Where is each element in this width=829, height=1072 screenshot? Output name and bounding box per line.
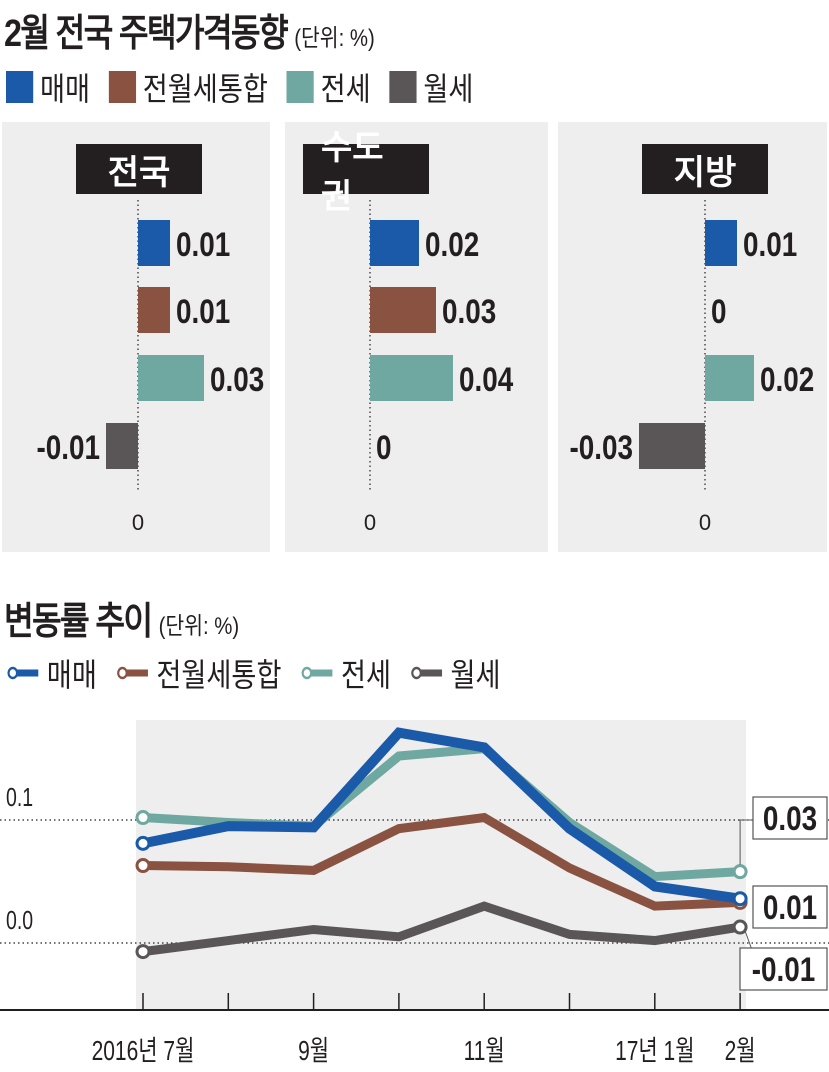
series-line-전월세통합 — [142, 812, 741, 911]
swatch-icon — [389, 71, 417, 103]
bar-value-label: 0 — [376, 428, 392, 466]
legend-item: 월세 — [389, 64, 473, 110]
x-tick-label: 2016년 7월 — [92, 1035, 195, 1067]
line-marker-icon — [411, 666, 443, 680]
series-endpoint — [732, 919, 748, 935]
end-value-box — [739, 947, 828, 991]
bar — [370, 287, 436, 333]
series-line-매매 — [142, 727, 741, 904]
legend-item: 매매 — [6, 650, 97, 696]
panel-title: 지방 — [642, 144, 768, 194]
leader-line — [739, 819, 753, 865]
bar-value-label: 0.04 — [459, 360, 514, 398]
bar-value-label: 0.03 — [442, 292, 496, 330]
bar — [370, 355, 453, 401]
zero-label: 0 — [699, 510, 711, 535]
end-value-label: 0.01 — [763, 888, 817, 926]
swatch-icon — [6, 71, 34, 103]
series-line-월세 — [142, 901, 741, 957]
zero-label: 0 — [364, 510, 376, 535]
bar-value-label: 0.01 — [743, 225, 797, 263]
legend-item: 매매 — [6, 64, 90, 110]
bar-value-label: 0.02 — [760, 360, 814, 398]
line-marker-icon — [117, 666, 148, 680]
panel-provinces: 지방 — [558, 122, 827, 552]
bar — [138, 355, 204, 401]
bar-value-label: -0.01 — [36, 428, 100, 466]
end-value-label: -0.01 — [752, 950, 816, 988]
series-endpoint — [135, 858, 151, 874]
bar-value-label: 0 — [711, 292, 727, 330]
legend-item: 전월세통합 — [116, 650, 281, 696]
end-value-label: 0.03 — [763, 799, 817, 837]
bar — [705, 220, 737, 266]
bar-charts: 0 0.01 0.01 0.03 -0.01 0 0.02 0.03 0.04 0 0 0.01 0 0.… — [36, 200, 814, 535]
bar-legend: 매매 전월세통합 전세 월세 — [6, 64, 473, 110]
bar-value-label: 0.02 — [425, 225, 479, 263]
y-tick-label: 0.1 — [6, 782, 33, 811]
legend-item: 전월세통합 — [108, 64, 268, 110]
line-marker-icon — [7, 666, 39, 680]
panel-national: 전국 — [2, 122, 270, 552]
line-legend: 매매 전월세통합 전세 월세 — [6, 650, 501, 696]
bar — [370, 220, 419, 266]
end-value-box — [752, 796, 828, 840]
series-endpoint — [135, 835, 151, 851]
panel-capital: 수도권 — [285, 122, 548, 552]
legend-item: 전세 — [286, 64, 371, 110]
line-title: 변동률 추이 (단위: %) — [4, 601, 240, 643]
end-value-box — [752, 885, 828, 929]
zero-label: 0 — [132, 510, 144, 535]
bar — [705, 355, 754, 401]
y-tick-label: 0.0 — [6, 905, 33, 934]
x-tick-label: 9월 — [298, 1036, 329, 1067]
swatch-icon — [286, 71, 314, 103]
bar — [639, 423, 705, 469]
series-endpoint — [732, 864, 748, 880]
legend-item: 전세 — [300, 650, 391, 696]
leader-line — [744, 930, 753, 951]
legend-item: 월세 — [410, 650, 501, 696]
bar-value-label: -0.03 — [569, 428, 633, 466]
series-endpoint — [135, 810, 151, 826]
bar-value-label: 0.01 — [176, 292, 230, 330]
x-tick-label: 11월 — [464, 1036, 505, 1067]
series-endpoint — [135, 944, 151, 960]
bar-value-label: 0.01 — [176, 225, 230, 263]
line-marker-icon — [301, 666, 333, 680]
x-tick-label: 2월 — [725, 1036, 756, 1067]
x-tick-label: 17년 1월 — [615, 1035, 694, 1067]
bar — [138, 287, 170, 333]
panel-title: 전국 — [76, 144, 202, 194]
bar-value-label: 0.03 — [210, 360, 264, 398]
top-title: 2월 전국 주택가격동향 (단위: %) — [4, 13, 375, 55]
bar — [138, 220, 170, 266]
swatch-icon — [108, 71, 136, 103]
unit-label: (단위: %) — [294, 25, 375, 52]
series-endpoint — [732, 891, 748, 907]
bar — [106, 423, 138, 469]
